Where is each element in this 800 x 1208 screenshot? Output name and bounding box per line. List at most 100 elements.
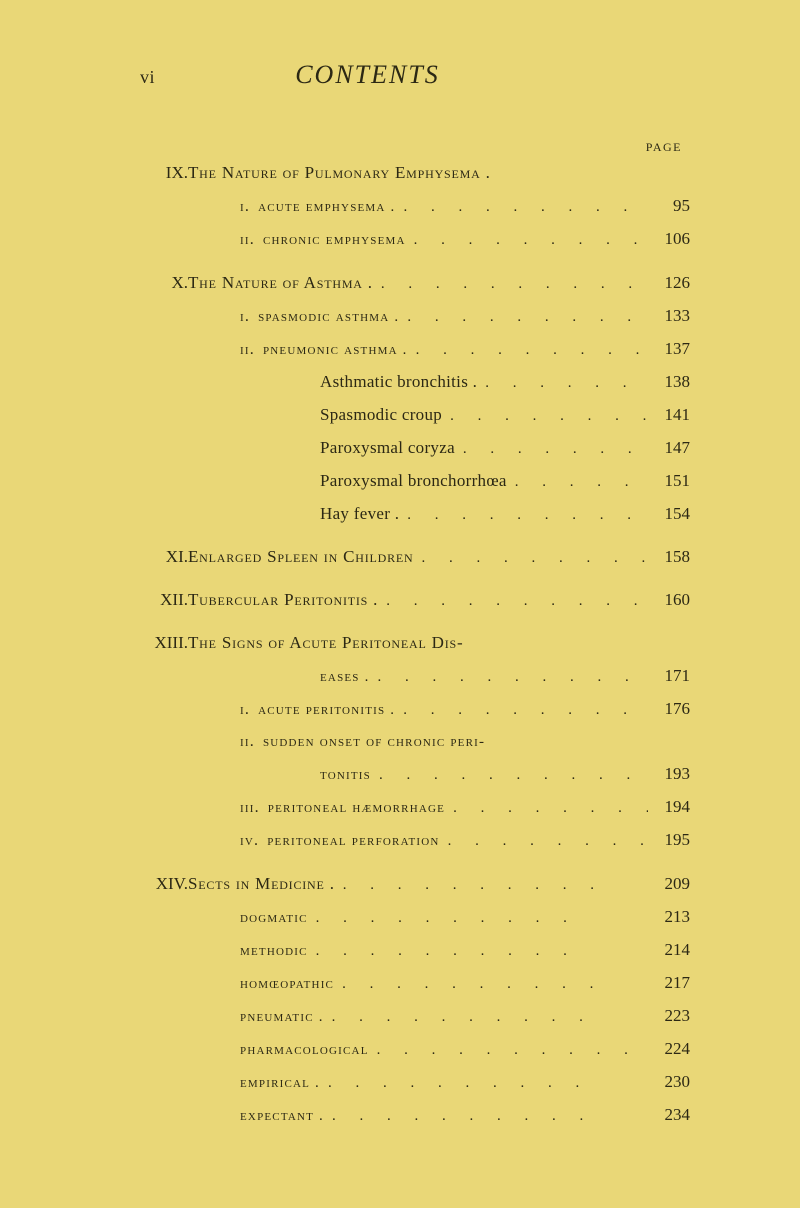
subsub-line-label: Paroxysmal coryza [320,436,455,460]
page-number: 224 [648,1037,690,1061]
page-number: 137 [648,337,690,361]
indent: X. [130,271,188,295]
page-number: 160 [648,588,690,612]
section-gap [130,578,690,588]
leader-dots: . . . . . . . . . . [399,505,648,526]
indent: XI. [130,545,188,569]
indent: XIII. [130,631,188,655]
entry-text: chronic emphysema [263,232,406,248]
subsub-line: Paroxysmal bronchorrhœa. . . . . . . . .… [130,469,690,493]
entry-text: acute peritonitis . [258,702,395,718]
sub-line-label: iv.peritoneal perforation [240,830,440,852]
header-row: vi CONTENTS [130,60,690,90]
page-number: 194 [648,795,690,819]
subsub-line-label: Spasmodic croup [320,403,442,427]
sub-numeral: ii. [240,231,255,248]
sub-line: i.spasmodic asthma .. . . . . . . . . .1… [130,304,690,328]
entry-text: eases . [320,669,370,685]
page-number: 234 [648,1103,690,1127]
sub-line-label: i. acute emphysema . [240,196,395,218]
entry-text: pneumonic asthma . [263,342,408,358]
leader-dots: . . . . . . . . . . [395,700,648,721]
subsub-line: Spasmodic croup. . . . . . . . . .141 [130,403,690,427]
leader-dots: . . . . . . . . . . [477,373,648,394]
page-number: 176 [648,697,690,721]
page-column-label: PAGE [130,140,690,155]
sub-numeral: iv. [240,832,259,849]
sub-line: iii.peritoneal hæmorrhage. . . . . . . .… [130,795,690,819]
entry-text: The Nature of Asthma . [188,273,373,292]
entry-text: The Nature of Pulmonary Emphysema . [188,163,491,182]
sub-line: ii.chronic emphysema. . . . . . . . . .1… [130,227,690,251]
chapter-line: X.The Nature of Asthma .. . . . . . . . … [130,271,690,295]
page-number: 138 [648,370,690,394]
indent: IX. [130,161,188,185]
leader-dots: . . . . . . . . . . [445,798,648,819]
sub-continuation-label: tonitis [320,765,371,786]
sub-continuation: tonitis. . . . . . . . . .193 [130,762,690,786]
subsub-line-label: Paroxysmal bronchorrhœa [320,469,507,493]
contents-title: CONTENTS [295,60,440,90]
entry-text: acute emphysema . [258,199,395,215]
leader-dots: . . . . . . . . . . [324,1007,648,1028]
leader-dots: . . . . . . . . . . [406,230,648,251]
sub-line: expectant .. . . . . . . . . .234 [130,1103,690,1127]
leader-dots: . . . . . . . . . . [507,472,648,493]
sub-line-label: ii.sudden onset of chronic peri- [240,731,485,753]
section-gap [130,535,690,545]
sub-numeral: i. [240,308,250,325]
chapter-line: XII.Tubercular Peritonitis .. . . . . . … [130,588,690,612]
sub-numeral: i. [240,701,250,718]
indent: XIV. [130,872,188,896]
page-number: 141 [648,403,690,427]
section-gap [130,1136,690,1146]
chapter-line-label: Tubercular Peritonitis . [188,588,378,612]
page-number: 133 [648,304,690,328]
chapter-line-label: The Nature of Pulmonary Emphysema . [188,161,491,185]
page-number: 193 [648,762,690,786]
leader-dots: . . . . . . . . . . [395,197,648,218]
sub-line: i. acute peritonitis .. . . . . . . . . .… [130,697,690,721]
page-number: 230 [648,1070,690,1094]
sub-line-label: methodic [240,941,308,962]
leader-dots: . . . . . . . . . . [320,1073,648,1094]
sub-line-label: i.spasmodic asthma . [240,306,399,328]
chapter-line: XIV.Sects in Medicine .. . . . . . . . .… [130,872,690,896]
sub-line-label: pneumatic . [240,1007,324,1028]
sub-line-label: ii. chronic emphysema [240,229,406,251]
leader-dots: . . . . . . . . . . [414,548,648,569]
page-number: 214 [648,938,690,962]
chapter-line-label: Sects in Medicine . [188,872,335,896]
entry-text: peritoneal hæmorrhage [268,800,445,816]
subsub-line: Asthmatic bronchitis .. . . . . . . . . … [130,370,690,394]
chapter-line: IX.The Nature of Pulmonary Emphysema . [130,161,690,185]
chapter-line: XI.Enlarged Spleen in Children. . . . . … [130,545,690,569]
sub-line-label: ii.pneumonic asthma . [240,339,408,361]
sub-line-label: iii.peritoneal hæmorrhage [240,797,445,819]
page-number: 213 [648,905,690,929]
subsub-line: Hay fever .. . . . . . . . . .154 [130,502,690,526]
sub-line: ii.sudden onset of chronic peri- [130,731,690,753]
page-number-top: vi [140,67,155,88]
entry-text: pharmacological [240,1042,369,1058]
sub-line: methodic. . . . . . . . . .214 [130,938,690,962]
sub-line: empirical .. . . . . . . . . .230 [130,1070,690,1094]
page-number: 147 [648,436,690,460]
leader-dots: . . . . . . . . . . [455,439,648,460]
sub-line-label: dogmatic [240,908,308,929]
leader-dots: . . . . . . . . . . [399,307,648,328]
indent: XII. [130,588,188,612]
sub-numeral: i. [240,198,250,215]
entry-text: The Signs of Acute Peritoneal Dis- [188,633,463,652]
entry-text: Hay fever . [320,504,399,523]
chapter-line: XIII.The Signs of Acute Peritoneal Dis- [130,631,690,655]
entry-text: pneumatic . [240,1009,324,1025]
subsub-line-label: Asthmatic bronchitis . [320,370,477,394]
entry-text: homœopathic [240,976,334,992]
entry-text: Spasmodic croup [320,405,442,424]
entry-text: methodic [240,943,308,959]
section-gap [130,862,690,872]
chapter-continuation-label: eases . [320,667,370,688]
entry-text: Tubercular Peritonitis . [188,590,378,609]
entry-text: Asthmatic bronchitis . [320,372,477,391]
